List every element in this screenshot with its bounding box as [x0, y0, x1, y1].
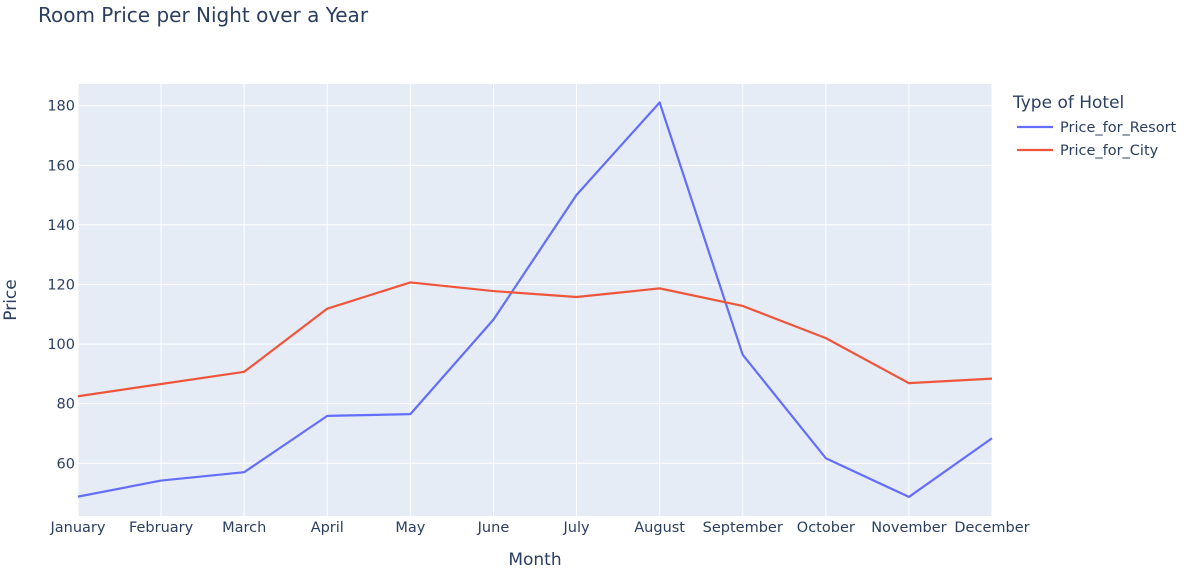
- series-line-Price_for_City: [77, 281, 993, 398]
- x-tick-label: August: [634, 520, 685, 536]
- legend-items: Price_for_Resort Price_for_City: [1017, 120, 1177, 159]
- x-tick-label: November: [871, 520, 946, 536]
- y-tick-labels: 60 80 100 120 140 160 180: [47, 99, 75, 473]
- x-tick-label: February: [129, 520, 194, 536]
- grid-layer: [77, 84, 993, 516]
- x-tick-label: June: [477, 520, 510, 536]
- x-tick-label: September: [703, 520, 783, 536]
- legend: Type of Hotel Price_for_ResortPrice_for_…: [1012, 93, 1177, 159]
- x-tick-label: January: [50, 520, 106, 536]
- chart-title: Room Price per Night over a Year: [38, 3, 369, 27]
- series-line-Price_for_Resort: [77, 101, 993, 499]
- x-tick-label: October: [797, 520, 855, 536]
- x-tick-label: April: [311, 520, 344, 536]
- y-tick-label: 120: [47, 278, 75, 294]
- y-tick-label: 180: [47, 99, 75, 115]
- y-tick-label: 60: [57, 456, 75, 472]
- legend-label: Price_for_City: [1060, 143, 1159, 159]
- x-tick-label: March: [222, 520, 266, 536]
- series-layer: [77, 101, 993, 499]
- x-tick-label: July: [563, 520, 590, 536]
- y-tick-label: 140: [47, 218, 75, 234]
- x-tick-labels: January February March April May June July Augu…: [50, 520, 1030, 536]
- y-tick-label: 160: [47, 158, 75, 174]
- legend-title: Type of Hotel: [1012, 93, 1124, 113]
- x-axis-title: Month: [508, 550, 561, 570]
- plot-background: [78, 84, 992, 516]
- y-axis-title: Price: [1, 279, 21, 320]
- legend-label: Price_for_Resort: [1060, 120, 1177, 136]
- x-tick-label: May: [395, 520, 425, 536]
- x-tick-label: December: [954, 520, 1029, 536]
- y-tick-label: 100: [47, 337, 75, 353]
- y-tick-label: 80: [57, 397, 75, 413]
